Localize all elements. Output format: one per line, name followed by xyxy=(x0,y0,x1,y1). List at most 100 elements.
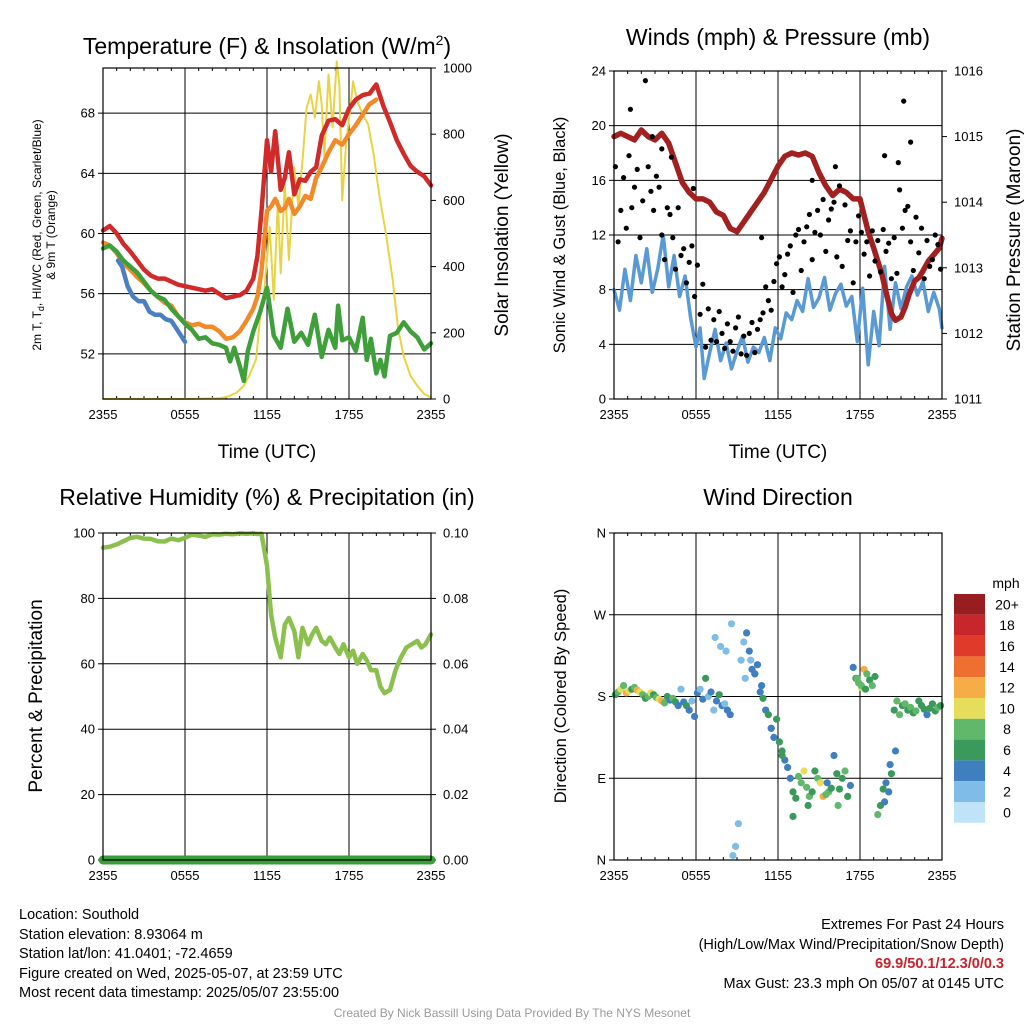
gust-point xyxy=(618,207,624,213)
winds-x-tick-label: 2355 xyxy=(600,407,629,422)
gust-point xyxy=(668,154,675,160)
direction-point xyxy=(726,711,734,719)
direction-point xyxy=(827,784,835,792)
gust-point xyxy=(722,345,728,351)
gust-point xyxy=(763,284,769,290)
humidity-y2-tick-label: 0.06 xyxy=(443,656,468,671)
gust-point xyxy=(790,289,796,295)
legend-label: 6 xyxy=(1003,742,1011,758)
legend-label: 10 xyxy=(999,700,1015,716)
humidity-x-tick-label: 1155 xyxy=(253,868,281,883)
gust-point xyxy=(759,235,765,241)
direction-x-tick-label: 0555 xyxy=(682,868,711,883)
direction-point xyxy=(928,700,937,708)
gust-point xyxy=(793,232,799,238)
recent-timestamp: Most recent data timestamp: 2025/05/07 2… xyxy=(19,985,340,1002)
max-gust: Max Gust: 23.3 mph On 05/07 at 0145 UTC xyxy=(723,975,1004,992)
direction-x-tick-label: 1155 xyxy=(764,868,792,883)
gust-point xyxy=(708,337,714,343)
gust-point xyxy=(651,207,657,213)
direction-point xyxy=(778,751,786,760)
gust-point xyxy=(642,78,649,84)
direction-point xyxy=(674,702,682,710)
gust-point xyxy=(899,225,906,231)
gust-point xyxy=(787,243,793,249)
direction-point xyxy=(844,792,852,801)
direction-point xyxy=(863,670,871,678)
gust-point xyxy=(834,254,840,260)
direction-point xyxy=(756,688,764,696)
dewpoint-line xyxy=(100,243,434,384)
figure-canvas: Temperature (F) & Insolation (W/m2) 2m T… xyxy=(26,24,1024,884)
direction-point xyxy=(696,685,704,693)
gust-point xyxy=(713,339,720,345)
direction-y-tick-label: S xyxy=(597,689,606,704)
direction-y-tick-label: N xyxy=(597,526,606,541)
temperature-x-tick-label: 1155 xyxy=(253,407,281,422)
direction-point xyxy=(786,774,794,782)
direction-x-tick-label: 2355 xyxy=(928,868,957,883)
gust-point xyxy=(782,272,788,278)
winds-y-tick-label: 12 xyxy=(592,228,606,243)
legend-swatch xyxy=(954,594,985,615)
gust-point xyxy=(716,308,722,315)
gust-point xyxy=(744,352,750,358)
legend-swatch xyxy=(954,677,985,698)
direction-point xyxy=(868,682,876,690)
direction-point xyxy=(853,674,861,682)
temperature-y2-tick-label: 600 xyxy=(443,193,465,208)
extremes-title: Extremes For Past 24 Hours xyxy=(821,917,1004,933)
gust-point xyxy=(910,267,916,274)
temperature-x-tick-label: 0555 xyxy=(171,407,200,422)
temperature-ylabel-left: 2m T, Td, HI/WC (Red, Green, Scarlet/Blu… xyxy=(30,119,46,350)
direction-point xyxy=(887,770,896,778)
gust-point xyxy=(623,225,629,231)
direction-point xyxy=(685,706,693,714)
legend-swatch xyxy=(954,635,985,657)
gust-point xyxy=(686,259,692,265)
direction-point xyxy=(620,682,628,690)
winds-y2-tick-label: 1014 xyxy=(954,195,983,210)
gust-point xyxy=(924,237,930,244)
direction-point xyxy=(773,715,781,723)
gust-point xyxy=(776,254,783,260)
direction-point xyxy=(816,779,825,787)
direction-point xyxy=(702,674,710,682)
temperature-y2-tick-label: 1000 xyxy=(443,61,472,76)
gust-point xyxy=(749,319,755,326)
gust-point xyxy=(875,237,881,244)
direction-frame xyxy=(613,532,943,861)
direction-y-tick-label: E xyxy=(597,771,606,786)
gust-point xyxy=(828,206,834,212)
humidity-x-tick-label: 2355 xyxy=(89,868,118,883)
humidity-y2-tick-label: 0.02 xyxy=(443,787,468,802)
legend-swatch xyxy=(954,739,985,761)
humidity-y-tick-label: 20 xyxy=(81,787,95,802)
winds-y2-tick-label: 1016 xyxy=(954,64,983,79)
gust-point xyxy=(681,246,687,252)
direction-title: Wind Direction xyxy=(703,484,853,510)
gust-point xyxy=(795,226,802,233)
direction-point xyxy=(920,705,928,713)
direction-point xyxy=(866,676,874,684)
temperature-y2-tick-label: 0 xyxy=(443,392,450,407)
direction-point xyxy=(747,656,755,664)
gust-point xyxy=(921,276,927,282)
gust-point xyxy=(724,321,731,327)
legend-label: 16 xyxy=(999,638,1015,654)
temperature-y-tick-label: 64 xyxy=(81,166,95,181)
gust-point xyxy=(637,235,643,241)
gust-point xyxy=(738,351,744,357)
humidity-title: Relative Humidity (%) & Precipitation (i… xyxy=(59,484,474,510)
legend-label: 4 xyxy=(1003,763,1011,779)
gust-point xyxy=(880,226,886,233)
direction-point xyxy=(823,779,831,787)
direction-point xyxy=(804,801,812,810)
legend-swatch xyxy=(954,760,985,782)
gust-point xyxy=(845,237,851,244)
winds-y-tick-label: 8 xyxy=(599,282,606,297)
gust-point xyxy=(882,153,888,159)
gust-point xyxy=(700,281,706,287)
direction-point xyxy=(729,851,737,860)
